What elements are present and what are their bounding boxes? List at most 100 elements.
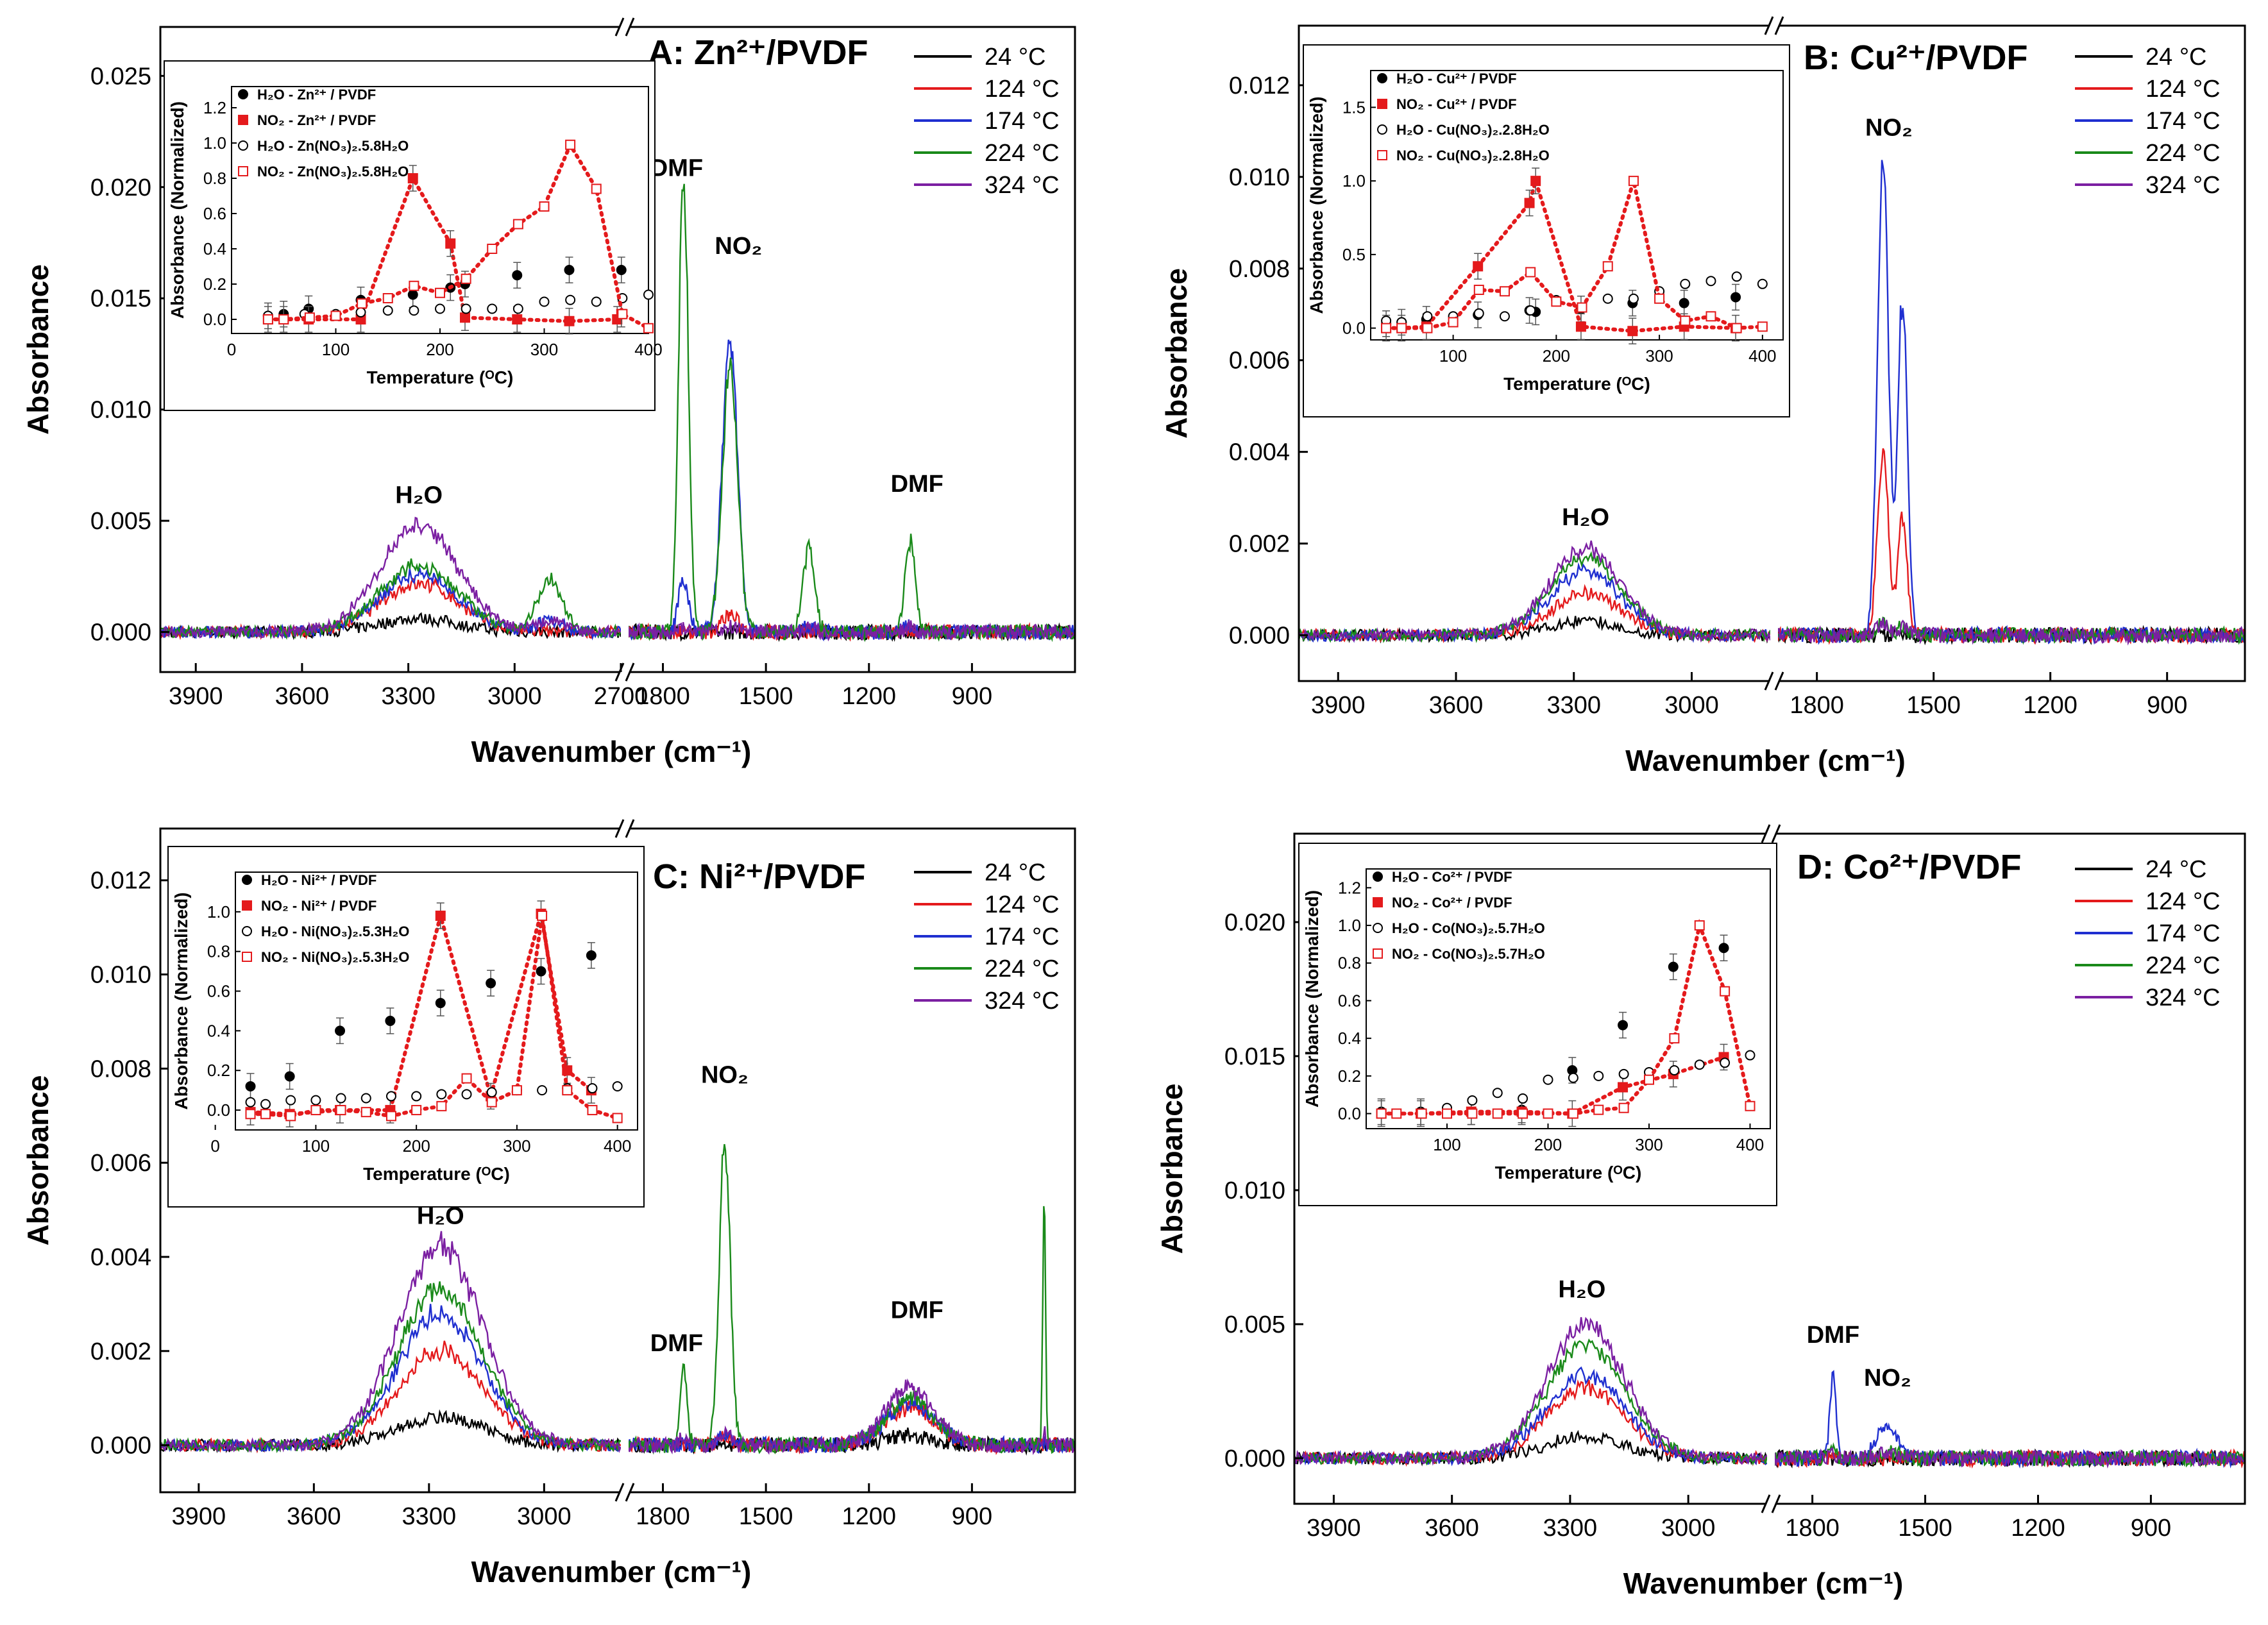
inset-data-point [564, 316, 575, 326]
legend-label: 224 °C [985, 956, 1060, 982]
legend-label: 24 °C [985, 44, 1045, 71]
inset-data-point [1467, 1095, 1478, 1106]
inset-data-point [1577, 302, 1587, 313]
x-tick-label: 3900 [1311, 692, 1366, 719]
inset-data-point [285, 1095, 296, 1106]
spectrum-line-left-3 [160, 1281, 621, 1454]
axis-break-gap [620, 18, 630, 36]
x-tick-label: 1200 [2023, 692, 2078, 719]
inset-legend-label: NO₂ - Ni(NO₃)₂.5.3H₂O [261, 949, 409, 965]
legend-label: 174 °C [2145, 108, 2221, 135]
y-axis-label: Absorbance [1160, 268, 1193, 439]
spectrum-line-right-4 [1778, 618, 2245, 646]
peak-annotation: H₂O [1558, 1276, 1605, 1303]
inset-series-line [248, 915, 620, 1120]
spectrum-line-left-1 [1294, 1379, 1767, 1467]
x-tick-label: 3300 [381, 683, 436, 710]
y-tick-label: 0.005 [1224, 1311, 1285, 1338]
inset-x-tick-label: 200 [426, 340, 453, 359]
inset-data-point [335, 1025, 346, 1036]
inset-data-point [407, 289, 418, 300]
inset-y-tick-label: 0.0 [203, 310, 226, 329]
inset-data-point [1628, 176, 1639, 187]
inset-frame [1366, 868, 1771, 1129]
inset-data-point [435, 998, 446, 1009]
x-tick-label: 1500 [739, 683, 793, 710]
inset-data-point [1593, 1070, 1604, 1081]
inset-data-point [1543, 1108, 1553, 1119]
plot-frame [159, 26, 1076, 673]
inset-x-tick-label: 300 [1635, 1135, 1663, 1154]
spectrum-line-right-3 [629, 183, 1075, 643]
axis-break-mark [614, 17, 625, 37]
peak-annotation: H₂O [1562, 504, 1609, 531]
inset-data-point [382, 293, 393, 303]
inset: 0.0 0.2 0.4 0.6 0.8 1.0 0 100 200 300 400 Temperatu… [167, 846, 645, 1208]
inset-data-point [445, 238, 456, 249]
legend-label: 324 °C [2145, 172, 2221, 199]
inset-data-point [435, 287, 445, 298]
inset-data-point [436, 1089, 447, 1100]
inset-data-point [1551, 296, 1562, 307]
y-tick-label: 0.000 [90, 619, 151, 646]
inset-frame [235, 871, 638, 1131]
inset-data-point [1669, 1033, 1680, 1044]
inset-y-tick-label: 0.2 [1338, 1066, 1361, 1086]
y-tick-label: 0.015 [90, 285, 151, 312]
peak-annotation: DMF [1807, 1322, 1859, 1349]
y-tick-label: 0.000 [1229, 623, 1290, 650]
inset-data-point [1731, 323, 1742, 333]
inset-data-point [1745, 1050, 1756, 1061]
inset-data-point [1473, 261, 1484, 272]
inset-data-point [1705, 311, 1716, 322]
inset-data-point [565, 139, 576, 150]
inset-series-line [1379, 918, 1752, 1116]
x-tick-label: 3000 [487, 683, 542, 710]
inset-data-point [360, 1093, 371, 1104]
inset-data-point [1618, 1020, 1629, 1031]
inset-data-point [435, 303, 445, 314]
spectrum-line-left-3 [1299, 551, 1770, 643]
inset-x-axis-label: Temperature (ᴼC) [1503, 374, 1650, 394]
inset-x-tick-label: 0 [210, 1136, 219, 1156]
inset-data-point [1731, 271, 1742, 282]
inset-data-point [1473, 284, 1484, 295]
inset-legend-marker [1373, 897, 1383, 907]
inset-data-point [1381, 323, 1392, 333]
inset-data-point [245, 1097, 256, 1107]
inset-y-tick-label: 1.0 [203, 133, 226, 153]
legend-label: 24 °C [2145, 856, 2206, 883]
inset-data-point [487, 303, 498, 314]
inset-y-tick-label: 0.6 [207, 982, 230, 1001]
inset-data-point [512, 219, 523, 230]
inset-data-point [562, 1085, 573, 1096]
y-tick-label: 0.000 [1224, 1445, 1285, 1472]
axis-break-mark [1764, 671, 1774, 691]
panel-b: 0.000 0.002 0.004 0.006 0.008 0.010 0.012 3900 3… [1160, 16, 2246, 777]
inset-data-point [1627, 326, 1638, 337]
axis-break-mark [625, 662, 635, 682]
inset-data-point [385, 1111, 396, 1122]
inset-legend-marker [238, 115, 248, 125]
inset-x-tick-label: 400 [1736, 1135, 1764, 1154]
inset-legend-label: NO₂ - Ni²⁺ / PVDF [261, 898, 377, 914]
inset-data-point [512, 314, 523, 324]
y-tick-label: 0.008 [90, 1056, 151, 1082]
inset-x-tick-label: 100 [1439, 346, 1467, 366]
peak-annotation: DMF [891, 471, 944, 498]
x-tick-label: 1500 [1898, 1515, 1952, 1542]
legend-label: 174 °C [985, 108, 1060, 135]
x-tick-label: 3000 [1661, 1515, 1716, 1542]
inset-data-point [1376, 1108, 1387, 1119]
inset-frame [1370, 70, 1784, 341]
inset-data-point [486, 1087, 497, 1098]
axis-break-mark [614, 819, 625, 838]
axis-break-mark [614, 662, 625, 682]
x-tick-label: 1800 [636, 683, 690, 710]
inset-legend-marker [238, 140, 248, 151]
inset-data-point [536, 966, 546, 977]
inset-y-tick-label: 0.6 [203, 204, 226, 223]
x-tick-label: 1500 [1906, 692, 1961, 719]
panel-title: D: Co²⁺/PVDF [1797, 848, 2021, 886]
inset-legend-label: NO₂ - Cu(NO₃)₂.2.8H₂O [1396, 147, 1550, 164]
